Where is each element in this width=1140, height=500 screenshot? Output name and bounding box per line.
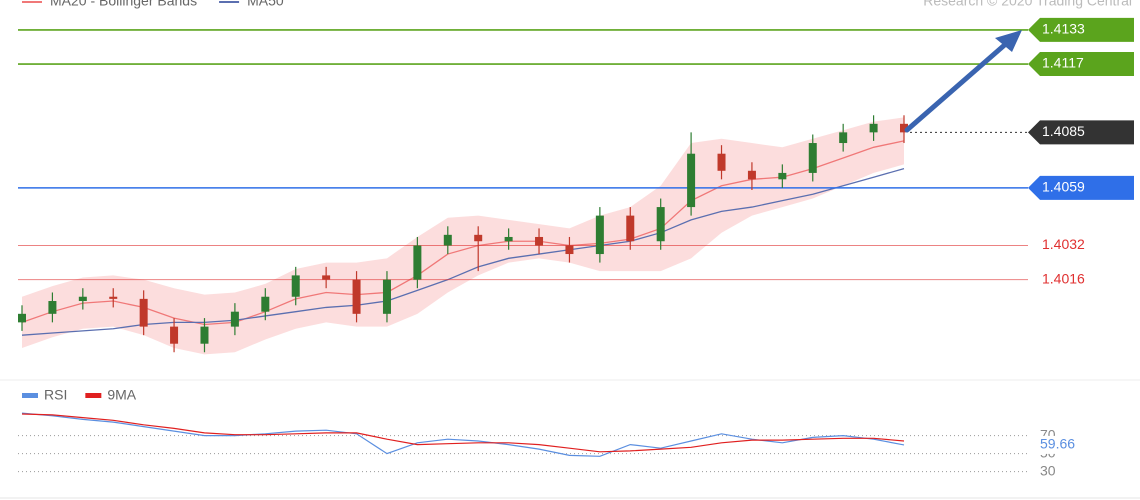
value-label-bg [1036, 435, 1086, 454]
candle-body [595, 215, 604, 255]
candle-body [565, 245, 574, 255]
candle-body [626, 215, 635, 242]
level-label: 1.4117 [1042, 55, 1084, 71]
price-panel: Research © 2020 Trading Central MA20 - Bo… [18, 0, 1134, 355]
candle-body [443, 234, 452, 246]
candle-body [778, 172, 787, 180]
forecast-arrow [904, 39, 1011, 133]
legend-label: MA20 - Bollinger Bands [50, 0, 197, 9]
level-label: 1.4133 [1042, 21, 1085, 37]
legend-label: RSI [44, 387, 67, 403]
level-label-box [1028, 17, 1134, 42]
legend-label: 9MA [107, 387, 136, 403]
candle-body [139, 298, 148, 327]
y-tick-label: 30 [1040, 462, 1056, 478]
rsi-panel: RSI9MA30507059.66 [18, 387, 1086, 478]
legend-swatch [22, 393, 38, 398]
source: Research © 2020 Trading Central [923, 0, 1132, 9]
candle-body [504, 236, 513, 242]
moving-average [21, 168, 905, 336]
candle-body [382, 279, 391, 314]
level-label: 1.4032 [1042, 236, 1085, 252]
candle-body [900, 123, 908, 133]
bollinger-band [22, 117, 904, 355]
value-label: 59.66 [1040, 436, 1075, 452]
candle-body [291, 275, 300, 297]
forecast-arrow-head [995, 30, 1022, 52]
candle-body [109, 296, 118, 299]
candle-body [352, 279, 361, 314]
level-label: 1.4085 [1042, 123, 1085, 139]
level-label: 1.4016 [1042, 270, 1085, 286]
legend-label: MA50 [247, 0, 284, 9]
candle-body [808, 143, 817, 173]
moving-average [21, 140, 905, 326]
candle-body [413, 245, 422, 280]
candle-body [230, 311, 239, 327]
candle-body [170, 326, 179, 344]
candle-body [48, 301, 57, 314]
candle-body [839, 132, 848, 144]
candle-body [18, 313, 26, 323]
candle-body [717, 153, 726, 171]
level-label-box [1028, 175, 1134, 200]
candle-body [869, 123, 878, 133]
candle-body [535, 236, 544, 246]
candle-body [261, 296, 270, 312]
candle-body [322, 275, 331, 280]
level-label-box [1028, 120, 1134, 145]
candle-body [687, 153, 696, 208]
candle-body [474, 234, 483, 242]
candle-body [747, 170, 756, 180]
candle-body [78, 296, 87, 302]
level-label-box [1028, 52, 1134, 77]
legend-swatch [85, 393, 102, 398]
candle-body [656, 207, 665, 242]
indicator-line [21, 413, 905, 453]
candle-body [200, 326, 209, 344]
level-label: 1.4059 [1042, 179, 1085, 195]
